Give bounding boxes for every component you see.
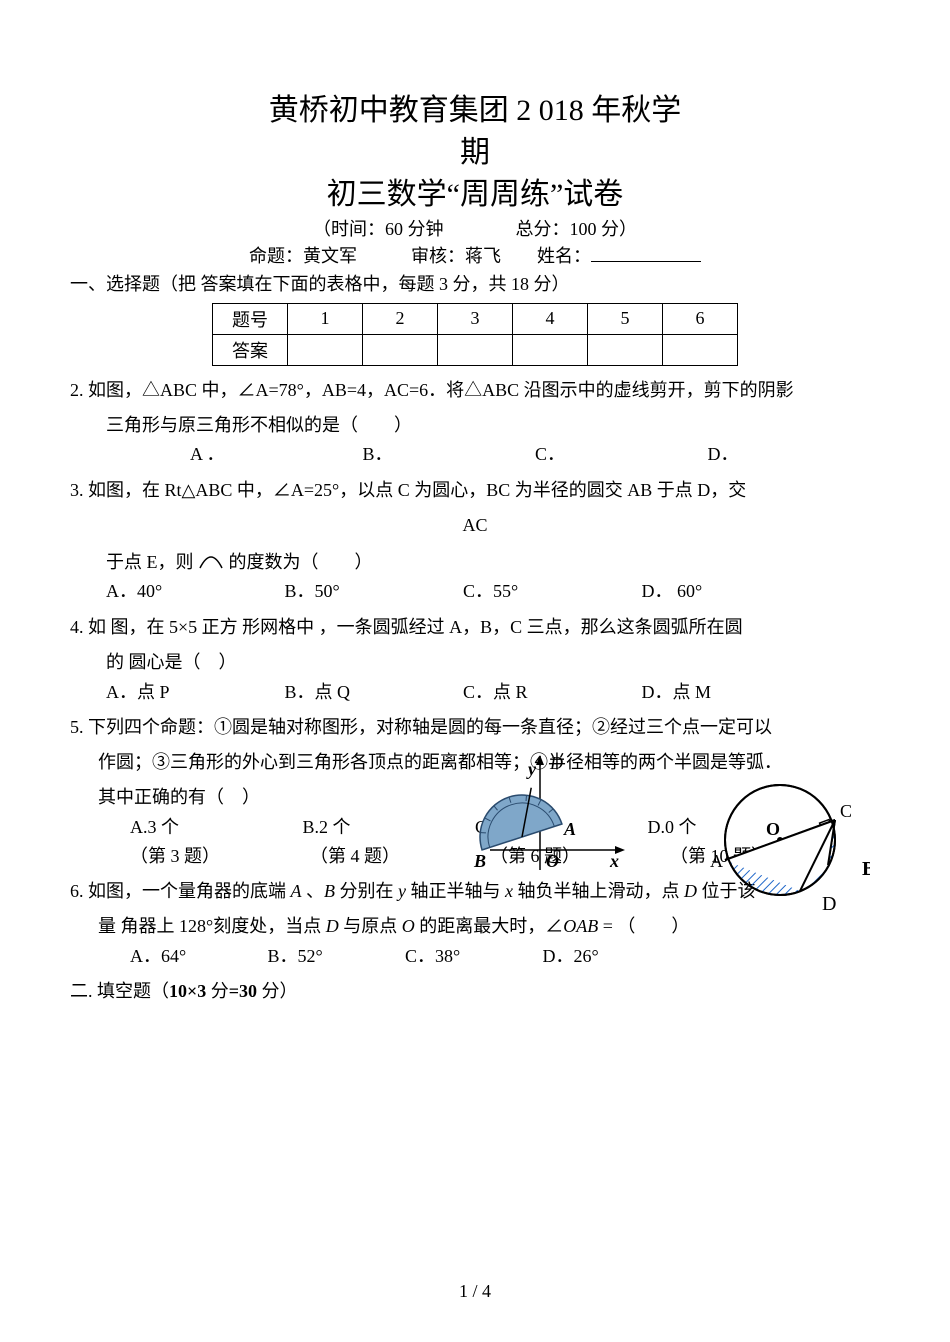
q4-opt-D: D．点 M — [642, 677, 821, 708]
q6-l1-b: 、 — [302, 881, 325, 901]
q2-opt-B: B． — [363, 439, 536, 470]
q6-l2-a: 量 角器上 128°刻度处，当点 — [98, 916, 326, 936]
q2-opt-C: C． — [535, 439, 708, 470]
authors-text: 命题：黄文军 审核：蒋飞 姓名： — [249, 246, 591, 266]
fig-label-D: D — [549, 755, 563, 773]
s2-b: 10×3 — [169, 981, 206, 1001]
q6-l2-e: = （ ） — [598, 916, 689, 936]
fig2-D: D — [822, 893, 836, 915]
q4-opt-A: A．点 P — [106, 677, 285, 708]
ans-row1-label: 题号 — [213, 303, 288, 334]
q4-opt-C: C．点 R — [463, 677, 642, 708]
ans-cell-5[interactable] — [588, 334, 663, 365]
ans-col-2: 2 — [363, 303, 438, 334]
q6-opt-A: A．64° — [130, 941, 268, 972]
ans-col-3: 3 — [438, 303, 513, 334]
ans-cell-2[interactable] — [363, 334, 438, 365]
s2-e: 分） — [257, 981, 298, 1001]
ans-col-5: 5 — [588, 303, 663, 334]
ans-col-6: 6 — [663, 303, 738, 334]
q6-angle: ∠ — [545, 916, 563, 936]
q5-opt-A: A.3 个 — [130, 812, 303, 843]
q3-opt-A: A．40° — [106, 576, 285, 607]
q6-O: O — [402, 916, 415, 936]
q6-opt-B: B．52° — [268, 941, 406, 972]
page-footer: 1 / 4 — [0, 1281, 950, 1302]
time-score: （时间：60 分钟 总分：100 分） — [70, 216, 880, 243]
q3-line1: 3. 如图，在 Rt△ABC 中，∠A=25°，以点 C 为圆心，BC 为半径的… — [70, 476, 880, 505]
q6-B: B — [324, 881, 335, 901]
q6-l1-a: 6. 如图，一个量角器的底端 — [70, 881, 291, 901]
q3-l2-pre: 于点 E，则 — [106, 552, 194, 572]
q6-l2-c: 的距离最大时， — [415, 916, 546, 936]
s2-d: =30 — [229, 981, 257, 1001]
fig-label-x: x — [609, 851, 619, 871]
section2-head: 二. 填空题（10×3 分=30 分） — [70, 977, 880, 1006]
fig-label-O: O — [546, 851, 559, 871]
ans-cell-3[interactable] — [438, 334, 513, 365]
fig2-O: O — [766, 819, 780, 839]
authors-line: 命题：黄文军 审核：蒋飞 姓名： — [70, 243, 880, 270]
q2-line1: 2. 如图，△ABC 中，∠A=78°，AB=4，AC=6．将△ABC 沿图示中… — [70, 376, 880, 405]
q6-D2: D — [326, 916, 339, 936]
ans-cell-4[interactable] — [513, 334, 588, 365]
q3-opt-B: B．50° — [285, 576, 464, 607]
q3-options: A．40° B．50° C．55° D． 60° — [106, 576, 880, 607]
q3-l2-post: 的度数为（ ） — [229, 552, 373, 572]
q6-l1-c: 分别在 — [335, 881, 398, 901]
q6-y: y — [398, 881, 406, 901]
section1-head: 一、选择题（把 答案填在下面的表格中，每题 3 分，共 18 分） — [70, 270, 880, 299]
answer-table: 题号 1 2 3 4 5 6 答案 — [212, 303, 738, 366]
q6-l1-d: 轴正半轴 — [406, 881, 483, 901]
circle-figure: O A B C D — [700, 775, 870, 915]
q2-line2: 三角形与原三角形不相似的是（ ） — [106, 411, 880, 440]
q5-line1: 5. 下列四个命题：①圆是轴对称图形，对称轴是圆的每一条直径；②经过三个点一定可… — [70, 713, 880, 742]
q6-l2-b: 与原点 — [339, 916, 402, 936]
q6-opt-C: C．38° — [405, 941, 543, 972]
fig-label-B: B — [473, 851, 486, 871]
q2-opt-D: D． — [708, 439, 881, 470]
q6-D: D — [684, 881, 697, 901]
fig2-B: B — [862, 858, 870, 880]
ans-cell-6[interactable] — [663, 334, 738, 365]
arc-icon — [198, 552, 224, 574]
protractor-figure: D y A B O x — [450, 755, 630, 875]
title-line-1: 黄桥初中教育集团 2 018 年秋学 — [70, 90, 880, 132]
ans-col-4: 4 — [513, 303, 588, 334]
q3-center: AC — [70, 511, 880, 540]
ans-cell-1[interactable] — [288, 334, 363, 365]
q6-l1-e: 轴负半轴上滑动，点 — [513, 881, 684, 901]
q2-options: A ． B． C． D． — [70, 439, 880, 470]
name-blank[interactable] — [591, 261, 701, 262]
q3-opt-D: D． 60° — [642, 576, 821, 607]
ref-3: （第 3 题） — [130, 842, 310, 871]
fig2-A: A — [710, 851, 723, 871]
fig-label-y: y — [526, 759, 537, 779]
q3-opt-C: C．55° — [463, 576, 642, 607]
q6-A: A — [291, 881, 302, 901]
title-line-2: 期 — [70, 132, 880, 174]
q2-opt-A: A ． — [190, 439, 363, 470]
title-line-3: 初三数学“周周练”试卷 — [70, 174, 880, 216]
q6-line2: 量 角器上 128°刻度处，当点 D 与原点 O 的距离最大时，∠OAB = （… — [98, 912, 880, 941]
q6-options: A．64° B．52° C．38° D．26° — [70, 941, 880, 972]
ans-row2-label: 答案 — [213, 334, 288, 365]
q6-x: x — [505, 881, 513, 901]
q4-opt-B: B．点 Q — [285, 677, 464, 708]
ans-col-1: 1 — [288, 303, 363, 334]
s2-a: 二. 填空题（ — [70, 981, 169, 1001]
fig2-C: C — [840, 801, 852, 821]
q6-opt-D: D．26° — [543, 941, 681, 972]
fig-label-A: A — [563, 819, 576, 839]
q6-OAB: OAB — [563, 916, 598, 936]
q3-line2: 于点 E，则 的度数为（ ） — [106, 546, 880, 577]
s2-c: 分 — [206, 981, 229, 1001]
q4-line1: 4. 如 图，在 5×5 正方 形网格中 ，一条圆弧经过 A，B，C 三点，那么… — [70, 613, 880, 642]
q4-options: A．点 P B．点 Q C．点 R D．点 M — [106, 677, 880, 708]
q4-line2: 的 圆心是（ ） — [106, 648, 880, 677]
